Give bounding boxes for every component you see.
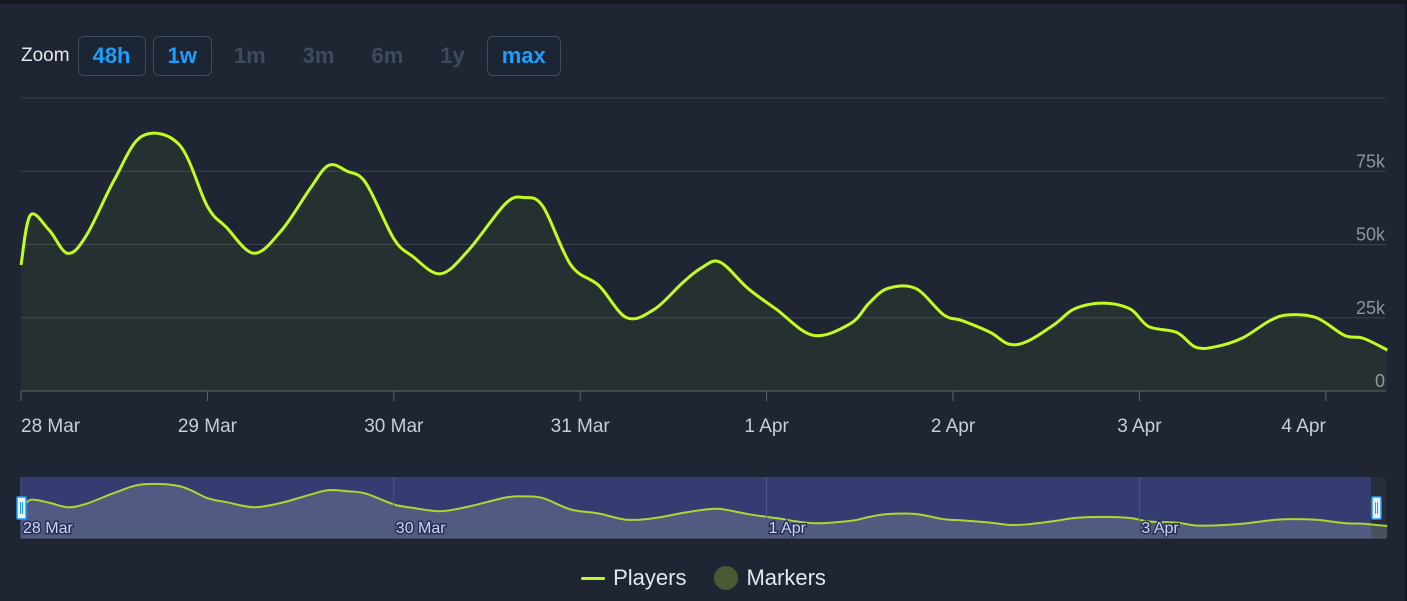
x-axis: 28 Mar 29 Mar 30 Mar 31 Mar 1 Apr 2 Apr 3 Apr 4…	[20, 390, 1386, 437]
players-area	[21, 133, 1388, 391]
plot-area	[19, 131, 1388, 391]
zoom-1w-button[interactable]: 1w	[152, 36, 212, 76]
x-tick-label: 2 Apr	[931, 416, 976, 437]
y-tick-label: 25k	[1356, 298, 1386, 318]
top-border	[0, 0, 1407, 4]
handle-grip-icon[interactable]	[16, 496, 27, 520]
players-line	[19, 131, 1388, 352]
line-symbol-icon	[581, 576, 606, 580]
handle-grip-icon[interactable]	[1371, 496, 1382, 520]
right-border	[1405, 0, 1407, 601]
navigator-line	[20, 482, 1388, 528]
navigator-tick-label: 30 Mar	[396, 520, 446, 537]
x-tick-label: 3 Apr	[1117, 416, 1162, 437]
y-tick-label: 50k	[1356, 225, 1386, 245]
legend-item-players[interactable]: Players	[581, 565, 686, 591]
navigator[interactable]: 28 Mar 30 Mar 1 Apr 3 Apr	[16, 477, 1388, 539]
x-tick-label: 1 Apr	[744, 416, 789, 437]
navigator-right-handle[interactable]	[1371, 496, 1382, 520]
y-tick-label: 75k	[1356, 151, 1386, 171]
navigator-area	[21, 483, 1388, 538]
x-tick-label: 28 Mar	[21, 416, 81, 437]
x-tick-label: 4 Apr	[1281, 416, 1326, 437]
x-tick-label: 31 Mar	[551, 416, 611, 437]
x-tick-label: 30 Mar	[364, 416, 424, 437]
grid-lines	[21, 97, 1386, 319]
legend-item-markers[interactable]: Markers	[714, 565, 826, 591]
navigator-tick-label: 3 Apr	[1141, 520, 1179, 537]
zoom-6m-button[interactable]: 6m	[371, 43, 404, 68]
legend: Players Markers	[0, 565, 1407, 591]
legend-label-players: Players	[613, 565, 687, 590]
navigator-tick-label: 1 Apr	[769, 520, 807, 537]
zoom-max-button[interactable]: max	[486, 36, 561, 76]
x-tick-label: 29 Mar	[178, 416, 238, 437]
zoom-3m-button[interactable]: 3m	[302, 43, 335, 68]
zoom-label: Zoom	[21, 45, 70, 66]
zoom-selector: Zoom 48h 1w 1m 3m 6m 1y max	[21, 35, 568, 77]
zoom-48h-button[interactable]: 48h	[77, 36, 146, 76]
legend-label-markers: Markers	[746, 565, 826, 590]
circle-symbol-icon	[714, 566, 739, 590]
y-axis: 0 25k 50k 75k	[1356, 151, 1386, 391]
zoom-1y-button[interactable]: 1y	[440, 43, 465, 68]
navigator-left-handle[interactable]	[16, 496, 27, 520]
navigator-selection[interactable]	[21, 477, 1371, 538]
navigator-tick-label: 28 Mar	[23, 520, 73, 537]
zoom-1m-button[interactable]: 1m	[233, 43, 266, 68]
y-tick-label: 0	[1375, 371, 1385, 391]
